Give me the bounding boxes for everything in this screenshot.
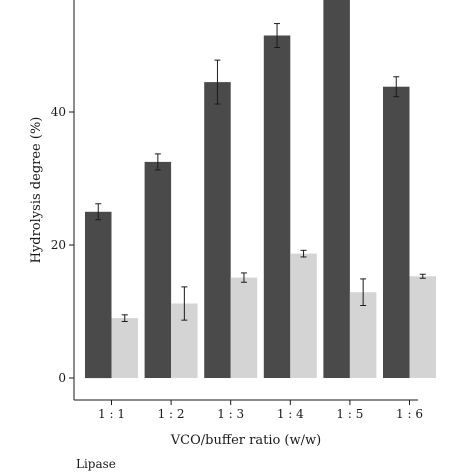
x-tick-label: 1 : 5 [336, 407, 363, 421]
bar-s1-4 [263, 35, 291, 378]
bar-s2-4 [290, 253, 317, 378]
error-bar-s1-6 [393, 76, 400, 98]
bars-layer [85, 0, 436, 379]
x-tick-label: 1 : 2 [158, 407, 185, 421]
y-tick-label: 40 [51, 105, 66, 119]
x-tick-label: 1 : 3 [217, 407, 244, 421]
error-bars-layer [95, 23, 426, 322]
x-tick-label: 1 : 4 [277, 407, 304, 421]
bar-s1-5 [323, 0, 350, 378]
bar-s1-6 [383, 86, 410, 378]
x-tick-label: 1 : 1 [98, 407, 125, 421]
x-axis-title: VCO/buffer ratio (w/w) [170, 433, 321, 448]
error-bar-s1-1 [95, 203, 102, 221]
y-tick-label: 0 [58, 371, 66, 385]
error-bar-s2-3 [240, 272, 247, 283]
error-bar-s1-4 [274, 23, 281, 48]
error-bar-s1-3 [214, 59, 221, 105]
bar-s1-3 [204, 82, 231, 378]
error-bar-s2-2 [181, 286, 188, 321]
bar-s1-2 [144, 161, 172, 378]
bar-s2-5 [349, 292, 377, 378]
y-tick-label: 20 [51, 238, 66, 252]
bar-s1-1 [85, 211, 112, 379]
error-bar-s2-6 [419, 273, 426, 279]
x-ticks: 1 : 1 1 : 2 1 : 3 1 : 4 1 : 5 1 : 6 [98, 400, 423, 421]
bar-s2-1 [111, 318, 138, 378]
bar-s2-6 [409, 276, 436, 378]
legend-title: Lipase [76, 457, 116, 471]
error-bar-s2-5 [360, 278, 367, 307]
error-bar-s2-1 [121, 314, 128, 322]
y-axis-title: Hydrolysis degree (%) [29, 117, 44, 264]
bar-s2-3 [230, 277, 258, 378]
y-ticks: 0 20 40 [51, 105, 74, 385]
x-tick-label: 1 : 6 [396, 407, 423, 421]
error-bar-s2-4 [300, 249, 307, 258]
error-bar-s1-2 [154, 153, 161, 171]
